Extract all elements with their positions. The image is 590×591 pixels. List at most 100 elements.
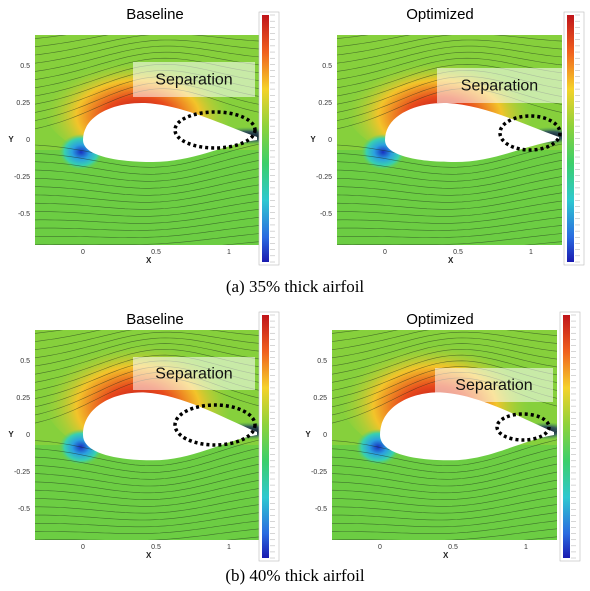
- streamline: [332, 471, 557, 494]
- streamline: [35, 496, 260, 514]
- streamline: [35, 176, 260, 196]
- streamline: [35, 168, 260, 189]
- x-tick-label: 0: [81, 249, 85, 256]
- streamline: [337, 45, 562, 72]
- y-axis-label: Y: [8, 430, 14, 439]
- airfoil: [380, 392, 554, 461]
- streamline: [35, 479, 260, 500]
- contour-plot: 0.5 0.25 0 -0.25 -0.5 0 0.5 1 Y X: [8, 330, 260, 560]
- y-tick-label: 0.25: [16, 395, 30, 402]
- streamline: [337, 143, 562, 168]
- y-axis-label: Y: [8, 135, 14, 144]
- streamline: [337, 208, 562, 224]
- streamline: [337, 39, 562, 64]
- streamline: [332, 496, 557, 514]
- x-axis-label: X: [146, 256, 152, 265]
- annotation-box: [133, 357, 255, 390]
- separation-marker: [495, 412, 551, 442]
- streamline: [332, 479, 557, 500]
- streamline: [332, 337, 557, 367]
- streamline: [35, 447, 260, 473]
- x-tick-label: 0.5: [151, 249, 161, 256]
- y-tick-label: -0.5: [18, 506, 30, 513]
- separation-marker: [173, 110, 257, 150]
- annotation: Separation: [461, 78, 538, 95]
- streamline: [35, 225, 260, 238]
- colorbar: [262, 15, 269, 262]
- x-tick-label: 0: [383, 249, 387, 256]
- streamline: [35, 488, 260, 507]
- colorbar: [567, 15, 574, 262]
- x-tick-label: 0: [378, 544, 382, 551]
- y-tick-label: -0.5: [18, 211, 30, 218]
- y-tick-label: 0: [26, 432, 30, 439]
- streamline: [35, 192, 260, 210]
- streamline: [332, 504, 557, 521]
- annotation: Separation: [455, 377, 532, 394]
- panel-title: Optimized: [406, 6, 474, 23]
- streamline: [337, 192, 562, 210]
- plot-area: [35, 330, 260, 540]
- x-axis-label: X: [448, 256, 454, 265]
- y-tick-label: 0.5: [20, 63, 30, 70]
- streamline: [332, 439, 557, 466]
- panel-title: Baseline: [126, 6, 184, 23]
- streamline: [332, 354, 557, 391]
- streamline: [332, 349, 557, 383]
- streamline: [337, 160, 562, 182]
- x-tick-label: 1: [227, 544, 231, 551]
- annotation: Separation: [155, 72, 232, 89]
- streamline: [332, 330, 399, 342]
- y-axis-label: Y: [305, 430, 311, 439]
- streamline: [337, 184, 562, 203]
- x-tick-label: 0.5: [448, 544, 458, 551]
- caption: (a) 35% thick airfoil: [226, 277, 365, 296]
- streamline: [35, 45, 260, 72]
- streamline: [35, 184, 260, 203]
- x-axis-label: X: [146, 551, 152, 560]
- y-tick-label: 0: [328, 137, 332, 144]
- y-tick-label: 0.25: [318, 100, 332, 107]
- streamline: [35, 200, 260, 217]
- streamline: [35, 528, 260, 540]
- streamline: [332, 520, 557, 535]
- x-tick-label: 0.5: [151, 544, 161, 551]
- streamline: [332, 447, 557, 473]
- x-tick-label: 0.5: [453, 249, 463, 256]
- y-tick-label: -0.25: [14, 174, 30, 181]
- streamline: [35, 337, 260, 367]
- streamline: [35, 35, 260, 56]
- streamline: [332, 488, 557, 507]
- y-tick-label: 0.25: [313, 395, 327, 402]
- y-tick-label: -0.5: [320, 211, 332, 218]
- streamline: [337, 176, 562, 196]
- x-tick-label: 0: [81, 544, 85, 551]
- plot-area: [332, 330, 557, 540]
- panel-title: Optimized: [406, 311, 474, 328]
- y-tick-label: 0.5: [322, 63, 332, 70]
- y-tick-label: -0.25: [14, 469, 30, 476]
- x-axis-label: X: [443, 551, 449, 560]
- streamline: [35, 39, 260, 64]
- streamline: [332, 512, 557, 528]
- streamline: [35, 233, 260, 245]
- streamline: [35, 343, 260, 375]
- y-tick-label: -0.25: [311, 469, 327, 476]
- streamline: [35, 463, 260, 487]
- streamline: [332, 343, 557, 375]
- x-tick-label: 1: [524, 544, 528, 551]
- streamline: [35, 143, 260, 168]
- y-tick-label: 0.25: [16, 100, 30, 107]
- streamline: [35, 208, 260, 224]
- streamline: [337, 233, 562, 245]
- y-tick-label: 0.5: [317, 358, 327, 365]
- annotation-box: [437, 68, 562, 103]
- airfoil: [385, 102, 559, 162]
- streamline: [35, 151, 260, 175]
- streamline: [35, 504, 260, 521]
- x-tick-label: 1: [227, 249, 231, 256]
- streamline: [337, 35, 411, 48]
- panel-title: Baseline: [126, 311, 184, 328]
- streamline: [332, 463, 557, 487]
